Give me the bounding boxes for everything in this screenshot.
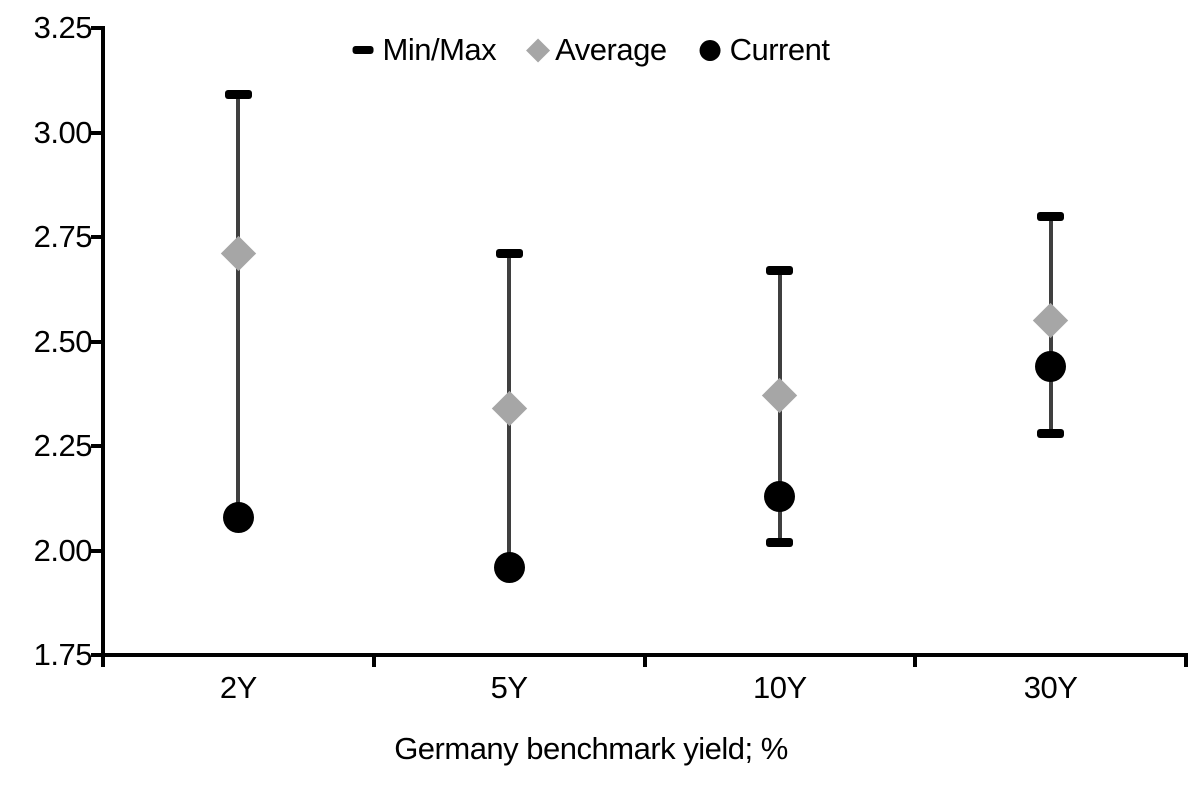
- circle-icon: [699, 39, 721, 61]
- legend-item: Min/Max: [352, 32, 497, 67]
- x-tick: [642, 655, 647, 667]
- x-tick: [1184, 655, 1188, 667]
- average-marker: [762, 378, 798, 414]
- legend-label: Average: [555, 32, 667, 67]
- legend-item: Current: [699, 32, 830, 67]
- x-category-label: 10Y: [753, 670, 807, 705]
- y-tick-label: 3.00: [33, 114, 93, 150]
- x-tick: [913, 655, 918, 667]
- average-marker: [220, 236, 257, 272]
- min-cap: [1037, 428, 1065, 438]
- max-cap: [1037, 211, 1065, 221]
- diamond-icon: [525, 37, 550, 63]
- y-tick-label: 1.75: [33, 637, 93, 672]
- average-marker: [491, 390, 527, 427]
- y-tick: [91, 548, 102, 553]
- legend-item: Average: [525, 32, 667, 67]
- legend-label: Min/Max: [382, 32, 497, 67]
- max-cap: [766, 265, 794, 275]
- legend-label: Current: [729, 32, 830, 67]
- x-category-label: 2Y: [219, 670, 257, 705]
- y-axis-line: [101, 26, 105, 659]
- min-max-range-line: [236, 94, 241, 518]
- y-tick-label: 2.00: [33, 532, 93, 568]
- x-category-label: 5Y: [490, 670, 528, 705]
- max-cap: [495, 249, 523, 259]
- y-tick: [91, 653, 102, 657]
- x-tick: [101, 655, 105, 667]
- y-tick: [91, 339, 102, 344]
- min-cap: [766, 537, 794, 547]
- x-axis-title: Germany benchmark yield; %: [394, 731, 788, 766]
- current-marker: [764, 480, 796, 512]
- dash-icon: [352, 46, 374, 54]
- x-category-label: 30Y: [1023, 670, 1078, 705]
- average-marker: [1032, 302, 1069, 339]
- legend: Min/Max Average Current: [352, 32, 830, 67]
- x-tick: [371, 655, 376, 667]
- y-tick-label: 2.75: [33, 219, 93, 254]
- current-marker: [222, 501, 254, 533]
- y-tick-label: 2.25: [33, 428, 93, 463]
- y-tick: [91, 130, 102, 135]
- y-tick: [91, 235, 102, 239]
- current-marker: [1035, 351, 1067, 383]
- y-tick: [91, 26, 102, 30]
- y-tick-label: 3.25: [33, 10, 93, 45]
- y-tick-label: 2.50: [33, 323, 93, 359]
- current-marker: [493, 551, 525, 583]
- max-cap: [224, 90, 252, 100]
- y-tick: [91, 444, 102, 448]
